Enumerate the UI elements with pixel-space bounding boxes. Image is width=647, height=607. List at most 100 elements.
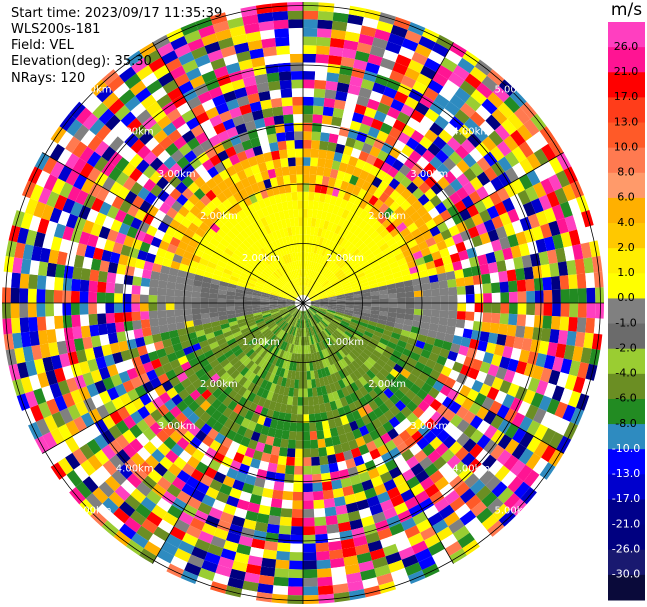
- velocity-bin: [459, 208, 472, 222]
- velocity-bin: [129, 510, 147, 526]
- velocity-bin: [367, 410, 378, 422]
- velocity-bin: [335, 311, 345, 317]
- velocity-bin: [451, 212, 464, 226]
- velocity-bin: [115, 361, 127, 374]
- velocity-bin: [304, 269, 307, 278]
- velocity-bin: [219, 511, 234, 524]
- velocity-bin: [62, 198, 76, 214]
- velocity-bin: [228, 440, 241, 453]
- velocity-bin: [496, 186, 510, 202]
- velocity-bin: [198, 339, 210, 349]
- velocity-bin: [217, 130, 230, 143]
- velocity-bin: [320, 256, 327, 266]
- velocity-bin: [148, 294, 158, 303]
- velocity-bin: [291, 279, 297, 289]
- velocity-bin: [352, 290, 362, 296]
- velocity-bin: [356, 366, 367, 377]
- velocity-bin: [56, 251, 68, 266]
- velocity-bin: [403, 232, 415, 243]
- velocity-bin: [303, 122, 313, 132]
- velocity-bin: [269, 301, 278, 303]
- velocity-bin: [170, 443, 185, 457]
- velocity-bin: [247, 224, 257, 234]
- velocity-bin: [422, 303, 432, 310]
- velocity-bin: [260, 226, 269, 237]
- velocity-bin: [130, 488, 147, 504]
- velocity-bin: [218, 285, 228, 291]
- velocity-bin: [376, 102, 391, 115]
- velocity-bin: [319, 306, 328, 310]
- velocity-bin: [415, 340, 426, 350]
- velocity-bin: [308, 413, 316, 423]
- velocity-bin: [410, 271, 421, 280]
- velocity-bin: [481, 75, 499, 93]
- velocity-bin: [313, 369, 319, 379]
- velocity-bin: [382, 232, 394, 243]
- velocity-bin: [454, 109, 470, 125]
- velocity-bin: [330, 321, 339, 328]
- velocity-bin: [320, 210, 328, 221]
- velocity-bin: [288, 430, 297, 441]
- velocity-bin: [414, 449, 428, 463]
- velocity-bin: [297, 191, 303, 201]
- velocity-bin: [278, 305, 287, 309]
- velocity-bin: [540, 223, 553, 239]
- velocity-bin: [271, 325, 280, 334]
- velocity-bin: [385, 373, 397, 384]
- velocity-bin: [303, 36, 317, 46]
- velocity-bin: [378, 311, 389, 317]
- velocity-bin: [232, 382, 243, 394]
- velocity-bin: [533, 315, 544, 329]
- velocity-bin: [227, 205, 238, 217]
- velocity-bin: [236, 351, 246, 361]
- velocity-bin: [353, 251, 363, 261]
- colorbar-swatch: [608, 348, 645, 375]
- velocity-bin: [321, 267, 328, 276]
- velocity-bin: [261, 360, 269, 370]
- velocity-bin: [236, 50, 252, 63]
- velocity-bin: [481, 491, 498, 508]
- velocity-bin: [401, 448, 415, 462]
- velocity-bin: [394, 182, 407, 195]
- velocity-bin: [103, 354, 116, 367]
- velocity-bin: [354, 389, 364, 400]
- velocity-bin: [173, 382, 185, 394]
- velocity-bin: [378, 392, 390, 403]
- velocity-bin: [329, 470, 341, 482]
- velocity-bin: [414, 377, 426, 389]
- velocity-bin: [336, 308, 345, 312]
- velocity-bin: [326, 290, 336, 296]
- velocity-bin: [282, 255, 288, 265]
- velocity-bin: [109, 342, 121, 355]
- velocity-bin: [339, 396, 349, 408]
- velocity-bin: [534, 290, 544, 303]
- velocity-bin: [489, 191, 503, 206]
- velocity-bin: [245, 84, 259, 96]
- velocity-bin: [162, 257, 173, 268]
- velocity-bin: [372, 456, 385, 468]
- velocity-bin: [317, 309, 327, 315]
- velocity-bin: [303, 200, 309, 209]
- velocity-bin: [249, 362, 258, 373]
- velocity-bin: [115, 434, 130, 450]
- velocity-bin: [343, 313, 353, 319]
- velocity-bin: [50, 427, 65, 445]
- velocity-bin: [406, 116, 421, 131]
- velocity-bin: [283, 274, 290, 283]
- velocity-bin: [303, 96, 314, 106]
- velocity-bin: [454, 503, 471, 519]
- velocity-bin: [469, 443, 484, 459]
- velocity-bin: [134, 208, 147, 222]
- velocity-bin: [315, 324, 322, 333]
- velocity-bin: [258, 20, 275, 32]
- velocity-bin: [504, 258, 516, 271]
- velocity-bin: [363, 236, 373, 246]
- velocity-bin: [304, 286, 307, 296]
- velocity-bin: [351, 248, 361, 258]
- velocity-bin: [331, 279, 340, 287]
- velocity-bin: [181, 130, 196, 144]
- velocity-bin: [263, 443, 273, 455]
- velocity-bin: [297, 397, 303, 406]
- velocity-bin: [324, 506, 337, 517]
- velocity-bin: [518, 174, 533, 190]
